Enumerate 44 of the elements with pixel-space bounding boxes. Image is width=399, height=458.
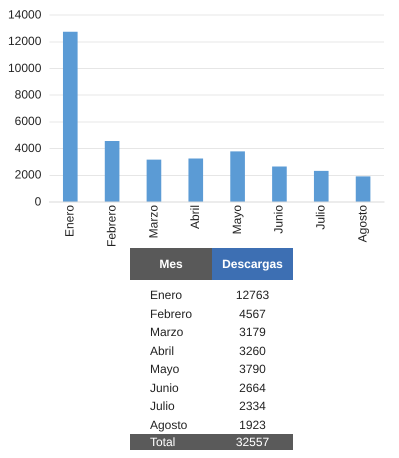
text: 2664	[239, 380, 266, 395]
bar	[146, 160, 162, 202]
bar	[314, 170, 329, 202]
x-tick-label: Enero	[62, 204, 77, 238]
y-tick-label: 12000	[8, 34, 42, 48]
x-tick-label: Agosto	[355, 204, 370, 242]
category-label: Junio	[149, 380, 180, 397]
x-tick-label: Mayo	[230, 204, 244, 234]
y-tick-label: 10000	[8, 60, 42, 75]
x-tick-label: Abril	[188, 204, 202, 229]
category-label: Abril	[149, 342, 176, 360]
x-tick-label: Marzo	[146, 204, 160, 238]
x-tick-label: Julio	[314, 204, 328, 230]
y-tick-label: 14000	[8, 8, 42, 22]
category-label: Febrero	[149, 306, 194, 323]
category-label: Enero	[149, 287, 184, 304]
bar	[272, 166, 287, 202]
y-tick-label: 8000	[14, 88, 42, 102]
bar	[188, 158, 204, 202]
x-tick-label: Febrero	[104, 204, 118, 248]
text: 1923	[239, 418, 266, 432]
y-tick-label: 6000	[14, 114, 42, 128]
category-label: Mayo	[149, 361, 180, 378]
category-label: Agosto	[149, 416, 188, 434]
text: 3179	[239, 325, 266, 340]
y-tick-label: 2000	[14, 168, 42, 182]
text: 32557	[212, 434, 293, 450]
text: 3790	[239, 362, 266, 376]
bar	[230, 151, 245, 202]
category-label: Marzo	[149, 324, 184, 342]
text: Descargas	[212, 248, 293, 280]
text: 3260	[239, 344, 266, 358]
text: 12763	[236, 288, 270, 302]
bar	[62, 32, 78, 202]
bar	[356, 176, 370, 202]
x-tick-label: Junio	[272, 204, 286, 234]
y-tick-label: 4000	[14, 140, 42, 155]
text: Total	[130, 434, 212, 450]
text: Mes	[130, 248, 212, 280]
category-label: Julio	[149, 398, 176, 416]
bar	[104, 141, 120, 202]
text: 4567	[239, 306, 266, 321]
y-tick-label: 0	[34, 194, 42, 208]
text: 2334	[239, 399, 266, 414]
